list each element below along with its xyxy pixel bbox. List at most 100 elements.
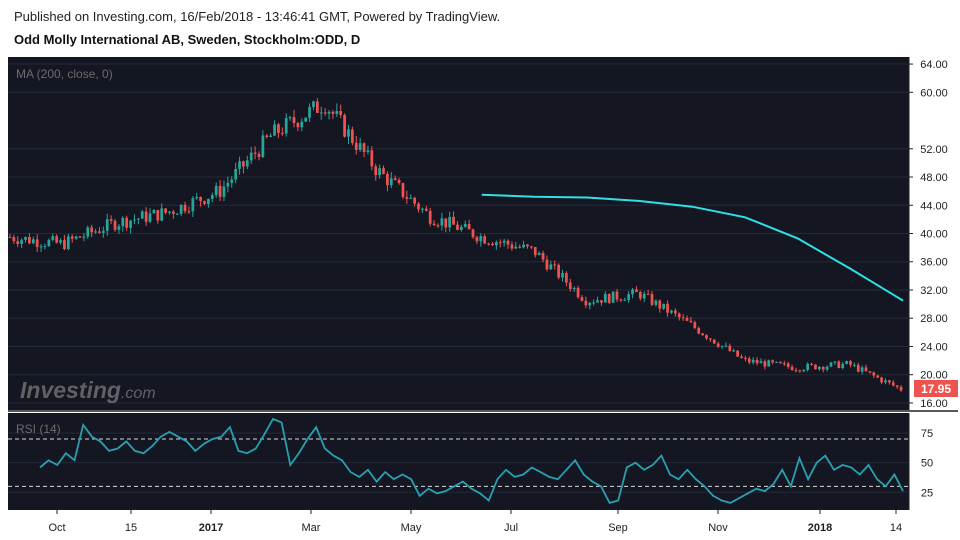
candle-body [837,361,841,369]
candle-body [860,367,864,372]
candle-body [693,322,697,328]
candle-body [339,111,343,115]
candle-body [720,345,724,347]
candle-body [650,293,654,305]
candle-body [24,236,27,240]
candle-body [195,196,199,199]
candle-body [366,150,370,153]
candle-body [113,220,117,230]
rsi-line [39,417,904,504]
candle-body [619,299,623,301]
price-tick-label: 44.00 [920,200,948,212]
candle-body [635,289,638,293]
candle-body [335,111,339,114]
candle-body [744,357,747,359]
candle-body [288,117,292,119]
candle-body [891,382,895,386]
candle-body [685,317,689,321]
candles [8,98,903,392]
rsi-axis: 75 50 25 [921,428,933,499]
candle-body [732,350,736,352]
candle-body [374,166,378,176]
candle-body [487,243,490,245]
candle-body [90,227,94,233]
candle-body [144,211,148,222]
candle-body [187,211,191,213]
candle-body [59,240,62,243]
candle-body [872,372,876,376]
candle-body [66,236,70,249]
candle-body [265,135,269,138]
candle-body [510,244,514,249]
candle-body [479,236,483,242]
candle-body [491,243,494,246]
candle-body [129,220,132,228]
candle-body [705,335,708,339]
candle-body [740,356,743,358]
candle-body [47,239,51,247]
candle-body [642,293,646,299]
candle-body [393,178,397,180]
candle-body [417,203,420,210]
candle-body [833,361,837,363]
candle-body [514,246,518,249]
candle-body [55,236,59,243]
candle-body [736,350,739,357]
candle-body [354,142,358,150]
candle-body [304,117,308,122]
candle-body [300,121,304,128]
candle-body [172,211,175,214]
candle-body [728,345,732,352]
time-tick-label: 2018 [808,522,832,534]
candle-body [775,361,778,363]
candle-body [117,226,121,230]
candle-body [880,377,883,383]
price-tick-label: 36.00 [920,257,948,269]
candle-body [98,231,101,233]
candle-body [8,237,12,239]
candle-body [615,291,619,300]
candle-body [78,236,82,238]
candle-body [74,236,78,239]
published-caption: Published on Investing.com, 16/Feb/2018 … [14,9,501,24]
candle-body [868,371,872,373]
candle-body [798,370,802,372]
candle-body [43,246,47,248]
candle-body [759,361,763,364]
candle-body [841,363,845,369]
candle-body [545,259,549,270]
candle-body [697,327,701,334]
candle-body [191,198,195,212]
candle-body [20,239,23,244]
candle-body [611,291,615,303]
candle-body [456,224,459,230]
candle-body [148,213,152,222]
time-tick-label: 14 [890,522,902,534]
candle-body [319,112,323,114]
candle-body [607,294,611,303]
candle-body [767,360,771,367]
candle-body [751,359,755,363]
candle-body [199,196,202,202]
candle-body [133,219,136,221]
candle-body [596,300,599,303]
candle-body [409,197,413,199]
candle-body [175,213,179,215]
candle-body [401,183,405,197]
last-price-tag [914,380,958,397]
price-tick-label: 60.00 [920,87,948,99]
candle-body [506,240,510,245]
price-tick-label: 32.00 [920,285,948,297]
candle-body [592,302,596,304]
candle-body [895,385,899,387]
time-tick-label: Jul [504,522,518,534]
candle-body [218,185,222,197]
rsi-tick-label: 50 [921,458,933,470]
candle-body [432,223,436,226]
candle-body [654,300,658,305]
candle-body [269,135,273,138]
candle-body [101,230,105,233]
candle-body [884,380,887,383]
candle-body [428,210,432,224]
time-axis: Oct 15 2017 Mar May Jul Sep Nov 2018 14 [48,510,902,534]
